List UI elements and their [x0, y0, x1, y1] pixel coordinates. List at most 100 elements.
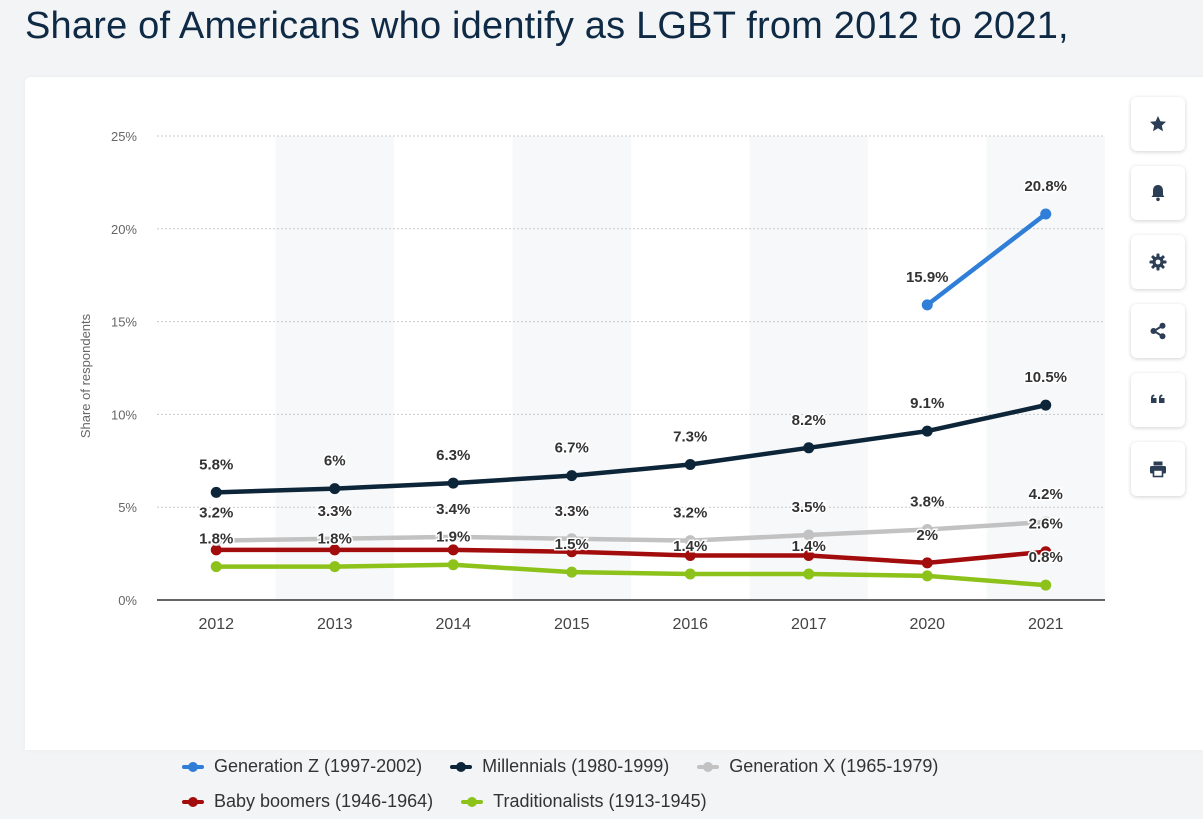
series-line [214, 519, 1048, 543]
data-label: 8.2% [792, 412, 826, 429]
star-icon [1150, 116, 1166, 132]
data-point [210, 561, 222, 573]
legend-label: Millennials (1980-1999) [482, 756, 670, 776]
x-tick-label: 2017 [791, 616, 827, 633]
legend-marker [182, 761, 204, 772]
data-point [566, 566, 578, 578]
data-point [210, 544, 222, 556]
y-tick-label: 5% [118, 500, 137, 515]
data-point [1040, 579, 1052, 591]
data-point [329, 561, 341, 573]
gear-icon [1149, 253, 1167, 271]
data-point [684, 549, 696, 561]
series-line [925, 211, 1048, 308]
series-line [214, 562, 1048, 588]
data-label: 7.3% [673, 429, 707, 446]
x-tick-label: 2021 [1028, 616, 1064, 633]
data-label: 6.7% [555, 440, 589, 457]
plot-band [749, 136, 868, 600]
legend-marker [182, 796, 204, 807]
data-point [921, 299, 933, 311]
data-label: 1.4% [673, 538, 707, 555]
data-label: 6.3% [436, 447, 470, 464]
data-point [921, 570, 933, 582]
plot-band [512, 136, 631, 600]
data-label: 4.2% [1029, 486, 1063, 503]
data-label: 1.9% [436, 529, 470, 546]
data-point [803, 549, 815, 561]
data-label: 1.5% [555, 536, 589, 553]
data-point [447, 559, 459, 571]
bell-icon [1151, 185, 1165, 202]
data-point [447, 531, 459, 543]
data-label: 5.8% [199, 456, 233, 473]
series-line [214, 547, 1048, 566]
y-tick-label: 20% [111, 222, 137, 237]
data-point [921, 425, 933, 437]
legend-item[interactable]: Traditionalists (1913-1945) [461, 791, 707, 812]
data-point [684, 459, 696, 471]
data-point [1040, 546, 1052, 558]
data-label: 3.5% [792, 499, 826, 516]
quote-icon [1151, 394, 1165, 403]
y-tick-label: 10% [111, 407, 137, 422]
data-label: 1.4% [792, 538, 826, 555]
legend-item[interactable]: Generation Z (1997-2002) [182, 756, 422, 777]
data-point [684, 568, 696, 580]
y-axis-title: Share of respondents [78, 313, 93, 438]
x-tick-label: 2016 [672, 616, 708, 633]
data-point [921, 523, 933, 535]
legend-item[interactable]: Millennials (1980-1999) [450, 756, 669, 777]
legend-label: Generation X (1965-1979) [729, 756, 939, 776]
data-point [210, 535, 222, 547]
legend-item[interactable]: Baby boomers (1946-1964) [182, 791, 433, 812]
data-point [1040, 399, 1052, 411]
x-tick-label: 2014 [435, 616, 471, 633]
legend-label: Baby boomers (1946-1964) [214, 791, 434, 811]
legend-item[interactable]: Generation X (1965-1979) [697, 756, 938, 777]
legend-marker [697, 761, 720, 772]
legend-marker [450, 761, 473, 772]
data-point [921, 557, 933, 569]
legend-row: Generation Z (1997-2002) Millennials (198… [182, 749, 1082, 784]
data-point [329, 533, 341, 545]
legend-label: Generation Z (1997-2002) [214, 756, 423, 776]
share-button[interactable] [1131, 304, 1185, 358]
data-point [566, 546, 578, 558]
data-label: 20.8% [1024, 178, 1067, 195]
data-point [1040, 208, 1052, 220]
y-tick-label: 15% [111, 315, 137, 330]
line-chart: 0% 5% 10% 15% 20% 25% 2012 2013 2014 2015 2016 2017… [78, 129, 1105, 633]
favorite-button[interactable] [1131, 97, 1185, 151]
data-point [447, 477, 459, 489]
legend-label: Traditionalists (1913-1945) [493, 791, 707, 811]
page-title: Share of Americans who identify as LGBT … [25, 5, 1069, 47]
data-label: 2% [916, 527, 938, 544]
chart-legend: Generation Z (1997-2002) Millennials (198… [182, 749, 1082, 819]
data-point [803, 442, 815, 454]
settings-button[interactable] [1131, 235, 1185, 289]
data-point [447, 544, 459, 556]
plot-band [275, 136, 394, 600]
data-point [684, 535, 696, 547]
legend-marker [461, 796, 484, 807]
notification-button[interactable] [1131, 166, 1185, 220]
x-tick-label: 2020 [909, 616, 945, 633]
data-label: 3.8% [910, 493, 944, 510]
cite-button[interactable] [1131, 373, 1185, 427]
share-icon [1150, 322, 1166, 340]
x-tick-label: 2013 [317, 616, 353, 633]
data-label: 15.9% [906, 269, 949, 286]
data-label: 10.5% [1024, 369, 1067, 386]
data-point [566, 533, 578, 545]
printer-icon [1150, 461, 1166, 478]
data-point [566, 470, 578, 482]
data-point [803, 568, 815, 580]
data-point [210, 486, 222, 498]
data-point [1040, 516, 1052, 528]
print-button[interactable] [1131, 442, 1185, 496]
data-label: 1.8% [199, 531, 233, 548]
data-point [329, 483, 341, 495]
x-tick-label: 2012 [198, 616, 234, 633]
data-point [803, 529, 815, 541]
